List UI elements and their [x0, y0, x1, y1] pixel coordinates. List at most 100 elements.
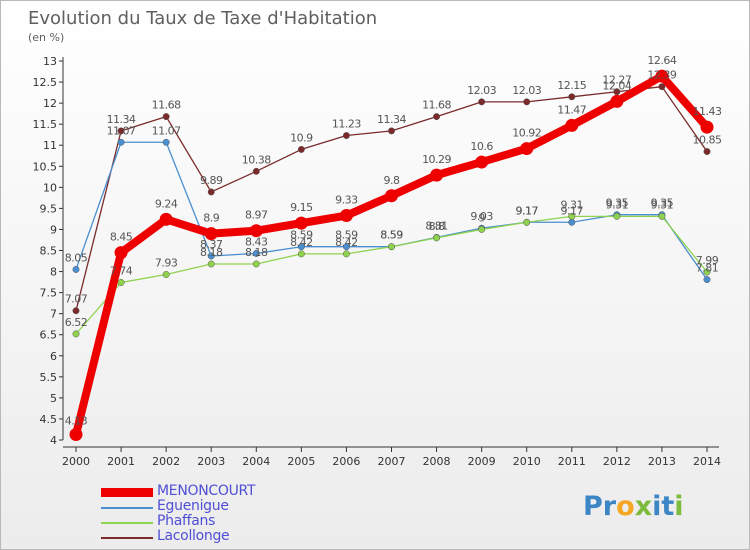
data-point-eguenigue	[117, 138, 125, 146]
y-tick-label: 13	[43, 55, 57, 68]
y-tick-label: 6.5	[40, 329, 58, 342]
logo-letter: t	[661, 491, 675, 522]
data-point-phaffans	[388, 243, 395, 251]
x-tick-label: 2004	[242, 455, 270, 468]
data-point-lacollonge	[388, 127, 395, 135]
data-label-menoncourt: 10.6	[470, 140, 493, 153]
data-point-phaffans	[703, 268, 711, 276]
data-point-eguenigue	[342, 243, 350, 251]
data-label-menoncourt: 12.04	[602, 79, 631, 92]
data-label-eguenigue: 8.05	[65, 251, 88, 264]
data-point-lacollonge	[252, 167, 260, 175]
data-point-eguenigue	[703, 276, 711, 284]
data-point-eguenigue	[297, 243, 305, 251]
logo-letter: i	[674, 491, 684, 522]
data-label-eguenigue: 8.81	[425, 219, 448, 232]
data-point-lacollonge	[297, 145, 305, 153]
legend-swatch	[101, 488, 153, 497]
chart-subtitle: (en %)	[28, 31, 65, 44]
data-label-lacollonge: 11.34	[377, 113, 406, 126]
data-point-phaffans	[523, 218, 531, 226]
logo-letter: x	[634, 491, 653, 522]
data-point-phaffans	[478, 225, 486, 233]
y-tick-label: 10	[43, 181, 57, 194]
data-point-menoncourt	[114, 246, 128, 260]
logo-letter: P	[583, 491, 603, 522]
data-label-phaffans: 9.31	[561, 198, 584, 211]
x-tick-label: 2007	[378, 455, 406, 468]
data-label-eguenigue: 8.59	[380, 229, 403, 242]
data-label-lacollonge: 11.68	[422, 99, 451, 112]
data-point-menoncourt	[520, 142, 534, 156]
data-point-eguenigue	[568, 218, 576, 226]
data-label-lacollonge: 10.85	[693, 134, 722, 147]
data-point-menoncourt	[294, 216, 308, 230]
y-tick-label: 5.5	[40, 371, 58, 384]
data-label-menoncourt: 9.24	[155, 197, 178, 210]
data-point-phaffans	[117, 279, 125, 286]
data-point-lacollonge	[162, 113, 170, 121]
data-label-phaffans: 9	[478, 211, 485, 224]
data-label-eguenigue: 8.43	[245, 235, 268, 248]
logo-letter: o	[616, 491, 635, 522]
data-label-phaffans: 6.52	[65, 316, 88, 329]
y-tick-label: 4.5	[40, 413, 58, 426]
x-tick-label: 2006	[332, 455, 360, 468]
proxiti-logo: Proxiti	[583, 491, 684, 522]
y-tick-label: 8	[50, 266, 57, 279]
legend-swatch	[101, 507, 153, 509]
x-tick-label: 2010	[513, 455, 541, 468]
data-label-menoncourt: 12.64	[647, 54, 676, 67]
data-point-phaffans	[613, 212, 621, 220]
x-tick-label: 2003	[197, 455, 225, 468]
data-label-lacollonge: 7.07	[65, 293, 88, 306]
x-tick-label: 2013	[648, 455, 676, 468]
legend-label: Eguenigue	[157, 498, 229, 514]
data-label-lacollonge: 10.9	[290, 131, 313, 144]
y-tick-label: 9.5	[40, 202, 58, 215]
y-tick-label: 6	[50, 350, 57, 363]
data-point-phaffans	[568, 212, 576, 220]
data-point-menoncourt	[610, 94, 624, 108]
data-label-phaffans: 9.31	[606, 198, 629, 211]
data-label-phaffans: 8.42	[335, 236, 358, 249]
data-label-eguenigue: 9.17	[561, 204, 584, 217]
x-tick-label: 2008	[423, 455, 451, 468]
y-tick-label: 4	[50, 434, 57, 447]
data-label-menoncourt: 10.92	[512, 127, 541, 140]
y-tick-label: 9	[50, 223, 57, 236]
data-point-lacollonge	[478, 98, 486, 106]
legend-swatch	[101, 522, 153, 524]
y-tick-label: 7.5	[40, 287, 58, 300]
data-label-phaffans: 7.99	[696, 254, 719, 267]
data-label-lacollonge: 11.23	[332, 118, 361, 131]
data-point-phaffans	[658, 212, 666, 220]
data-point-lacollonge	[658, 83, 666, 91]
data-point-menoncourt	[69, 428, 83, 442]
y-tick-label: 11.5	[33, 118, 58, 131]
data-label-lacollonge: 10.38	[242, 153, 271, 166]
data-label-menoncourt: 10.29	[422, 153, 451, 166]
y-tick-label: 7	[50, 308, 57, 321]
data-point-lacollonge	[72, 307, 80, 315]
data-point-menoncourt	[339, 209, 353, 223]
data-point-menoncourt	[385, 189, 398, 203]
data-label-menoncourt: 8.9	[203, 212, 219, 225]
data-point-lacollonge	[523, 98, 531, 106]
data-label-eguenigue: 9.17	[515, 204, 538, 217]
data-label-lacollonge: 12.03	[512, 84, 541, 97]
y-tick-label: 12.5	[33, 76, 58, 89]
x-tick-label: 2012	[603, 455, 631, 468]
data-label-lacollonge: 12.27	[602, 74, 631, 87]
legend-label: MENONCOURT	[157, 483, 256, 499]
data-label-eguenigue: 8.59	[290, 229, 313, 242]
data-point-menoncourt	[204, 227, 218, 241]
data-point-eguenigue	[72, 266, 80, 273]
data-point-lacollonge	[207, 188, 215, 196]
data-point-menoncourt	[430, 168, 444, 182]
data-label-phaffans: 8.8	[429, 220, 445, 233]
data-label-menoncourt: 11.43	[693, 105, 722, 118]
data-point-menoncourt	[475, 155, 489, 169]
